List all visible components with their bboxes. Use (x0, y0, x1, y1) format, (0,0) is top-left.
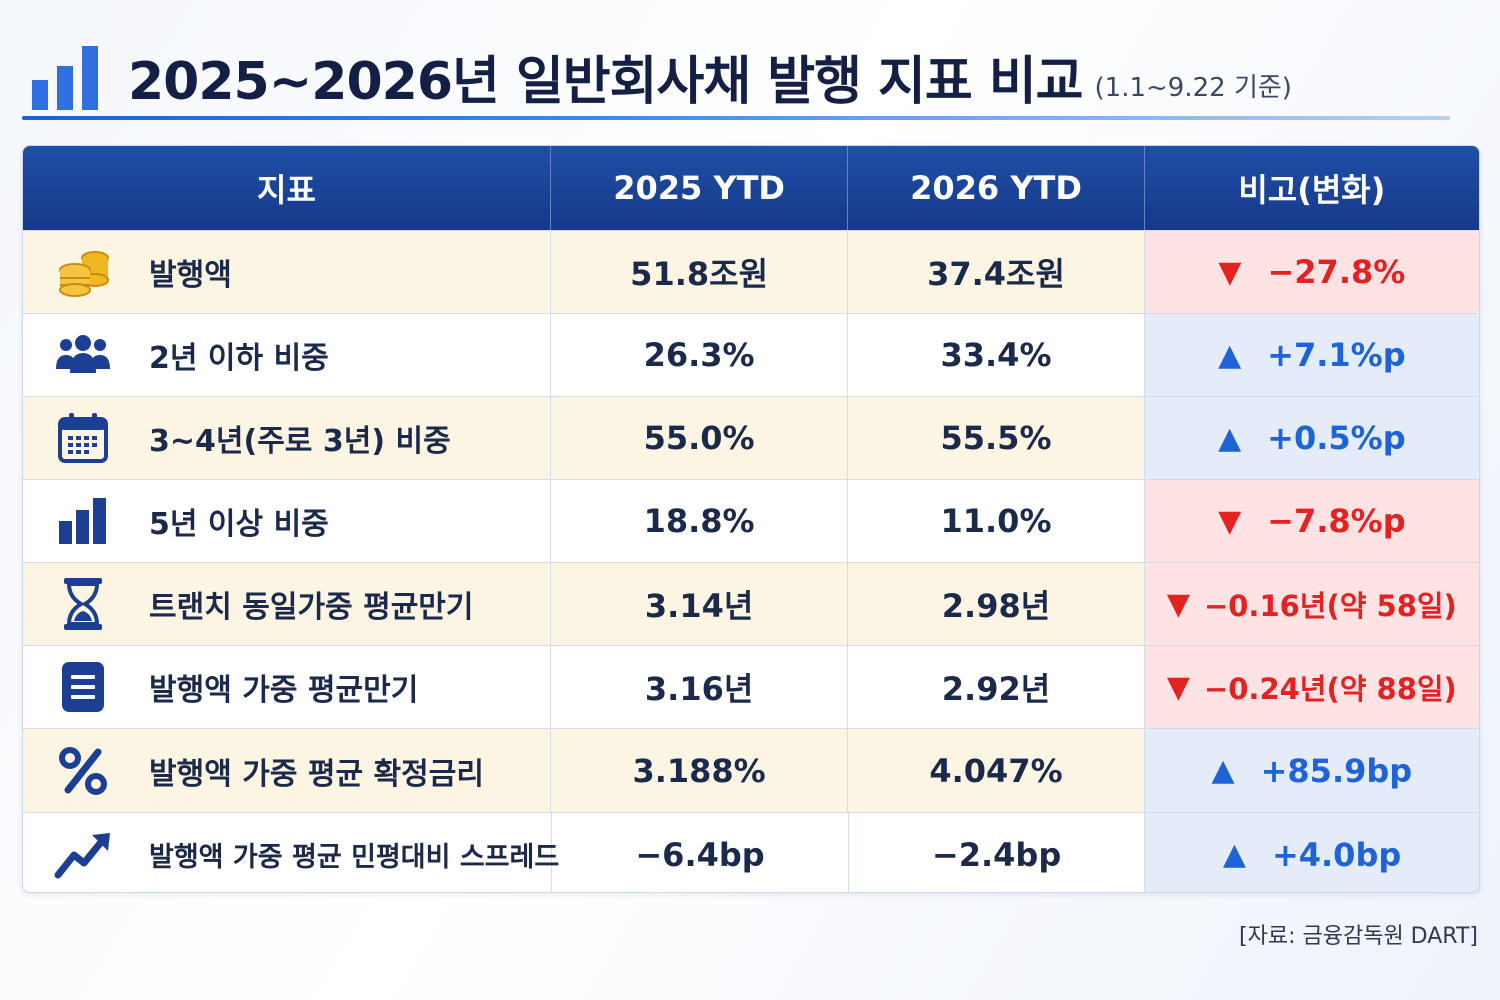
metric-label: 3~4년(주로 3년) 비중 (149, 424, 451, 459)
source-note: [자료: 금융감독원 DART] (1239, 924, 1478, 949)
value-2025: 3.188% (550, 729, 849, 812)
calendar-icon (53, 408, 113, 468)
table-row: 발행액 가중 평균 민평대비 스프레드 −6.4bp −2.4bp ▲ +4.0… (23, 812, 1479, 892)
value-2026: −2.4bp (849, 813, 1146, 892)
table-row: 트랜치 동일가중 평균만기 3.14년 2.98년 ▼ −0.16년(약 58일… (23, 562, 1479, 645)
table-header: 지표 2025 YTD 2026 YTD 비고(변화) (23, 146, 1479, 230)
table-row: 발행액 가중 평균만기 3.16년 2.92년 ▼ −0.24년(약 88일) (23, 645, 1479, 728)
down-arrow-icon: ▼ (1166, 669, 1190, 705)
down-arrow-icon: ▼ (1166, 586, 1190, 622)
value-2025: 18.8% (551, 480, 849, 562)
document-icon (53, 657, 113, 717)
metric-label: 발행액 (149, 258, 232, 293)
metric-label: 발행액 가중 평균만기 (149, 673, 419, 708)
page-title: 2025~2026년 일반회사채 발행 지표 비교 (128, 51, 1084, 112)
table-row: 2년 이하 비중 26.3% 33.4% ▲ +7.1%p (23, 313, 1479, 396)
col-header-change: 비고(변화) (1238, 171, 1386, 209)
change-value: +85.9bp (1260, 751, 1413, 790)
value-2025: 26.3% (551, 314, 849, 396)
people-icon (53, 325, 113, 385)
metric-label: 5년 이상 비중 (149, 507, 329, 542)
value-2025: 51.8조원 (550, 231, 849, 313)
bar-chart-icon (53, 491, 113, 551)
table-row: 5년 이상 비중 18.8% 11.0% ▼ −7.8%p (23, 479, 1479, 562)
table-row: 발행액 51.8조원 37.4조원 ▼ −27.8% (23, 230, 1479, 313)
percent-icon (53, 741, 113, 801)
change-cell: ▲ +85.9bp (1144, 729, 1479, 812)
change-value: −0.16년(약 58일) (1203, 589, 1457, 623)
change-value: +4.0bp (1271, 835, 1402, 874)
change-cell: ▼ −0.16년(약 58일) (1144, 563, 1479, 645)
trend-up-icon (53, 825, 113, 885)
change-cell: ▼ −0.24년(약 88일) (1144, 646, 1479, 728)
page-header: 2025~2026년 일반회사채 발행 지표 비교 (1.1~9.22 기준) (22, 30, 1450, 122)
title-underline (22, 116, 1450, 120)
metric-label: 트랜치 동일가중 평균만기 (149, 590, 474, 625)
change-cell: ▼ −7.8%p (1144, 480, 1479, 562)
metric-label: 발행액 가중 평균 확정금리 (149, 756, 484, 792)
value-2026: 2.92년 (848, 646, 1145, 728)
change-cell: ▲ +7.1%p (1144, 314, 1479, 396)
change-value: −0.24년(약 88일) (1203, 672, 1457, 706)
value-2026: 55.5% (848, 397, 1145, 479)
change-cell: ▲ +4.0bp (1145, 813, 1479, 892)
metric-label: 2년 이하 비중 (149, 341, 329, 376)
up-arrow-icon: ▲ (1211, 753, 1235, 788)
change-value: −27.8% (1267, 253, 1406, 291)
value-2025: −6.4bp (552, 813, 850, 892)
change-cell: ▼ −27.8% (1144, 231, 1479, 313)
coins-icon (53, 242, 113, 302)
value-2026: 11.0% (848, 480, 1145, 562)
col-header-metric: 지표 (23, 146, 551, 230)
value-2025: 55.0% (550, 397, 849, 479)
value-2025: 3.14년 (550, 563, 849, 645)
down-arrow-icon: ▼ (1218, 254, 1242, 290)
up-arrow-icon: ▲ (1218, 420, 1242, 456)
metric-label: 발행액 가중 평균 민평대비 스프레드 (149, 842, 560, 873)
value-2026: 33.4% (848, 314, 1145, 396)
col-header-2026: 2026 YTD (848, 146, 1145, 230)
page-subtitle: (1.1~9.22 기준) (1094, 72, 1292, 103)
change-value: −7.8%p (1267, 502, 1406, 540)
col-header-2025: 2025 YTD (551, 146, 849, 230)
table-row: 발행액 가중 평균 확정금리 3.188% 4.047% ▲ +85.9bp (23, 728, 1479, 812)
change-cell: ▲ +0.5%p (1144, 397, 1479, 479)
bar-chart-logo-icon (32, 46, 98, 110)
change-value: +7.1%p (1267, 336, 1406, 374)
down-arrow-icon: ▼ (1218, 503, 1242, 539)
up-arrow-icon: ▲ (1222, 837, 1246, 872)
value-2026: 37.4조원 (848, 231, 1145, 313)
value-2026: 2.98년 (848, 563, 1145, 645)
up-arrow-icon: ▲ (1218, 337, 1242, 373)
value-2025: 3.16년 (551, 646, 849, 728)
hourglass-icon (53, 574, 113, 634)
table-row: 3~4년(주로 3년) 비중 55.0% 55.5% ▲ +0.5%p (23, 396, 1479, 479)
comparison-table: 지표 2025 YTD 2026 YTD 비고(변화) 발행액 51.8조원 (22, 145, 1480, 893)
change-value: +0.5%p (1267, 419, 1406, 457)
value-2026: 4.047% (848, 729, 1145, 812)
